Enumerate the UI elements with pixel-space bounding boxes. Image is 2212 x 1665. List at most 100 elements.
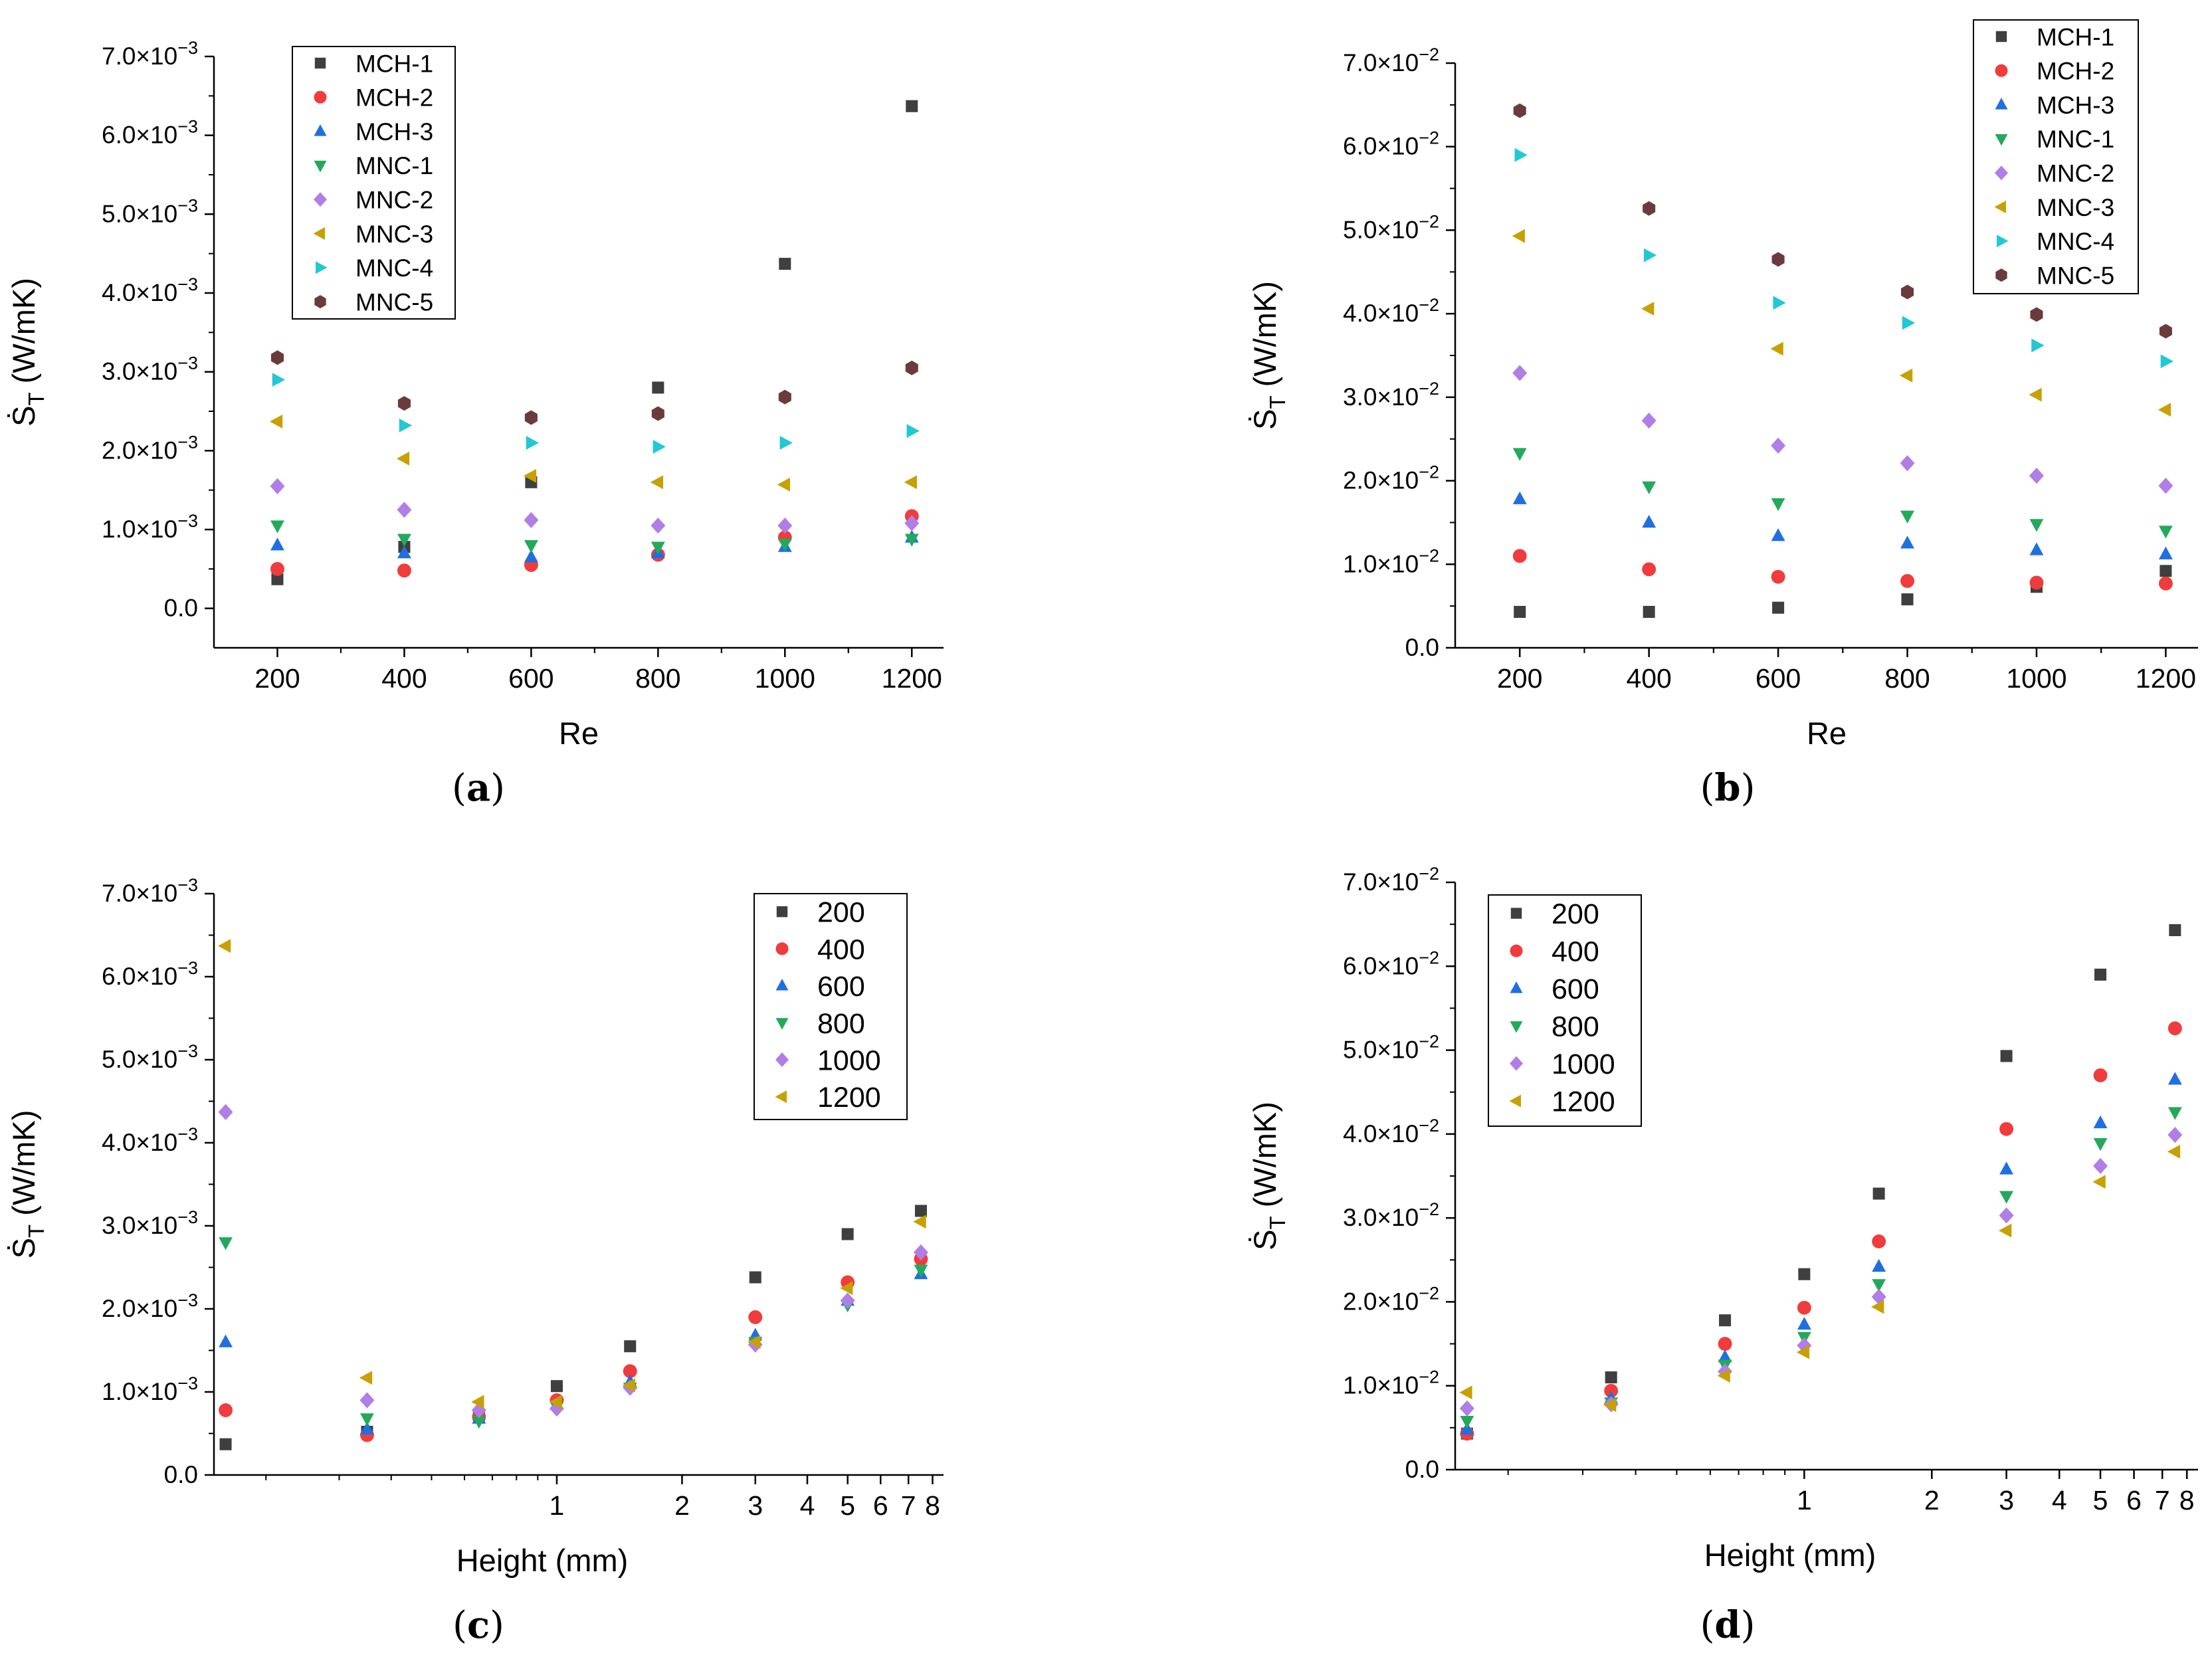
data-point (270, 538, 284, 551)
data-point (777, 538, 792, 551)
data-point (1999, 1122, 2014, 1136)
series-MCH-2 (1512, 549, 2173, 591)
x-tick-label: 7 (901, 1490, 916, 1521)
x-tick-label: 2 (674, 1490, 690, 1521)
legend-label: 1200 (817, 1082, 881, 1114)
data-point (272, 373, 286, 387)
data-point (399, 418, 412, 433)
legend-marker (1995, 31, 2007, 43)
data-point (2031, 338, 2045, 353)
legend-label: MNC-4 (355, 254, 433, 282)
legend-label: 800 (817, 1008, 865, 1040)
panel-caption: (b) (1700, 766, 1756, 810)
y-tick-label: 0.0 (1405, 1456, 1439, 1483)
data-point (1902, 316, 1916, 330)
data-point (526, 436, 539, 450)
series-MCH-1 (1514, 565, 2172, 618)
legend-label: MCH-2 (2037, 58, 2114, 85)
data-point (270, 350, 284, 365)
data-point (2029, 387, 2042, 402)
y-tick-label: 1.0×10−2 (1343, 545, 1439, 577)
x-tick-label: 1 (1797, 1485, 1812, 1516)
series-MNC-4 (1514, 147, 2173, 369)
legend-marker (1510, 1056, 1523, 1071)
y-tick-label: 5.0×10−3 (102, 195, 198, 227)
x-tick-label: 800 (635, 663, 680, 694)
data-point (748, 1310, 763, 1324)
y-axis-label: ṠT (W/mK) (6, 1110, 49, 1259)
data-point (1512, 229, 1525, 243)
data-point (904, 475, 917, 490)
data-point (524, 540, 538, 553)
y-tick-label: 2.0×10−3 (102, 1290, 198, 1322)
data-point (777, 517, 793, 534)
x-tick-label: 800 (1884, 663, 1930, 694)
data-point (906, 424, 920, 439)
data-point (397, 563, 411, 578)
data-point (523, 468, 537, 483)
y-tick-label: 6.0×10−2 (1343, 947, 1439, 979)
y-tick-label: 2.0×10−2 (1343, 1283, 1439, 1315)
y-tick-label: 3.0×10−3 (102, 353, 198, 385)
x-tick-label: 1000 (755, 663, 815, 694)
series-MNC-4 (272, 373, 920, 454)
x-tick-label: 8 (925, 1490, 940, 1521)
data-point (2169, 924, 2181, 937)
legend-marker (1995, 134, 2008, 146)
data-point (651, 517, 666, 534)
data-point (1512, 365, 1528, 381)
data-point (1900, 536, 1914, 549)
x-tick-label: 200 (1497, 663, 1542, 694)
x-tick-label: 1200 (2136, 663, 2196, 694)
y-tick-label: 7.0×10−2 (1343, 864, 1439, 896)
data-point (1871, 1300, 1884, 1314)
data-point (2158, 576, 2173, 591)
data-point (1900, 284, 1914, 300)
data-point (1872, 1234, 1886, 1248)
data-point (1773, 296, 1786, 310)
data-point (1717, 1369, 1730, 1383)
series-MNC-5 (1513, 103, 2172, 339)
data-point (2030, 307, 2043, 322)
y-axis-label: ṠT (W/mK) (1247, 1102, 1290, 1250)
data-point (2158, 403, 2171, 417)
legend-label: 1000 (817, 1044, 881, 1076)
y-tick-label: 1.0×10−3 (102, 1373, 198, 1405)
data-point (1642, 562, 1657, 577)
x-axis-label: Re (559, 716, 599, 751)
legend-label: MNC-5 (355, 288, 433, 316)
legend-marker (1995, 64, 2008, 77)
chart-d: 0.0 1.0×10−2 2.0×10−2 3.0×10−2 4.0×10−2 5.0×1… (1247, 864, 2198, 1647)
series-1000 (218, 1104, 928, 1419)
data-point (359, 1421, 374, 1434)
data-point (622, 1378, 635, 1393)
series-MCH-2 (270, 509, 919, 578)
series-1200 (1459, 1144, 2181, 1413)
data-point (1900, 573, 1914, 588)
y-tick-label: 0.0 (1405, 634, 1439, 661)
legend-marker (1995, 98, 2008, 110)
data-point (1718, 1349, 1732, 1363)
data-point (904, 515, 920, 532)
legend-label: MNC-2 (2037, 160, 2114, 187)
x-tick-label: 6 (873, 1490, 888, 1521)
series-400 (1460, 1021, 2182, 1441)
chart-a: 0.0 1.0×10−3 2.0×10−3 3.0×10−3 4.0×10−3 5.0×1… (6, 38, 944, 810)
data-point (397, 534, 411, 547)
x-tick-label: 400 (1626, 663, 1671, 694)
data-point (549, 1395, 562, 1409)
data-point (2094, 968, 2107, 981)
data-point (396, 451, 410, 466)
legend-marker (1995, 268, 2007, 282)
data-point (219, 1403, 233, 1417)
y-tick-label: 7.0×10−2 (1343, 45, 1439, 76)
data-point (779, 436, 793, 450)
data-point (1872, 1187, 1885, 1200)
data-point (1771, 252, 1785, 267)
x-tick-label: 1000 (2006, 663, 2066, 694)
series-MNC-1 (1512, 448, 2173, 539)
series-1200 (218, 939, 926, 1409)
data-point (1718, 1337, 1732, 1351)
x-tick-label: 600 (1756, 663, 1801, 694)
